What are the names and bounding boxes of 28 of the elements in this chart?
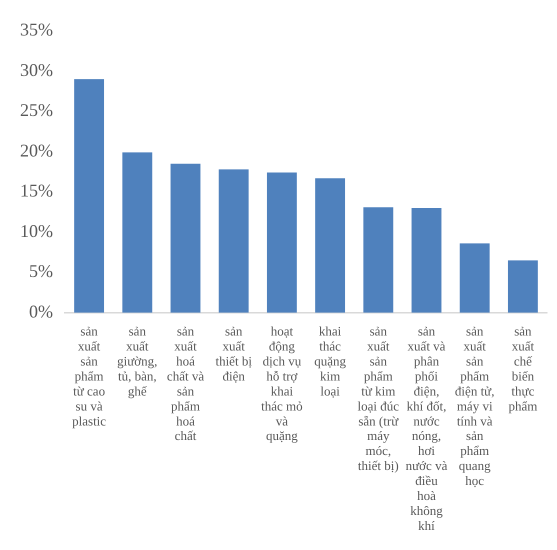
bar (122, 152, 152, 313)
x-tick-label: sản xuất hoá chất và sản phẩm hoá chất (166, 324, 204, 444)
y-tick-label: 20% (20, 140, 53, 160)
y-tick-label: 25% (20, 100, 53, 120)
bar (74, 79, 104, 313)
bar (363, 207, 394, 313)
y-tick-label: 0% (28, 301, 53, 322)
bar (460, 243, 490, 313)
y-tick-label: 10% (20, 220, 53, 241)
bar (170, 164, 200, 313)
y-tick-label: 15% (20, 180, 53, 201)
x-tick-label: sản xuất giường, tủ, bàn, ghế (117, 324, 158, 398)
category-label: sản xuất sản phẩm điện tử, máy vi tính và sản phẩm quang học (454, 324, 494, 488)
category-label: sản xuất và phân phối điện, khí đốt, nước nóng, hơi nước và điều hoà không khí (406, 324, 448, 533)
y-tick-label: 35% (20, 20, 53, 40)
bar (315, 178, 346, 313)
bar (412, 208, 442, 313)
category-label: sản xuất sản phẩm từ kim loại đúc sẵn (trừ máy móc, thiết bị) (358, 324, 400, 474)
bar (266, 172, 297, 313)
x-tick-label: sản xuất chế biến thực phẩm (508, 324, 538, 414)
y-tick-label: 5% (28, 261, 53, 282)
x-tick-label: sản xuất thiết bị điện (215, 324, 252, 384)
x-tick-label: sản xuất sản phẩm từ cao su và plastic (72, 324, 106, 428)
y-tick-label: 30% (20, 60, 53, 80)
x-tick-label: hoạt động dịch vụ hỗ trợ khai thác mỏ và quặng (261, 324, 303, 444)
x-tick-label: khai thác quặng kim loại (314, 324, 346, 398)
bar (508, 260, 538, 313)
bar (218, 169, 249, 313)
